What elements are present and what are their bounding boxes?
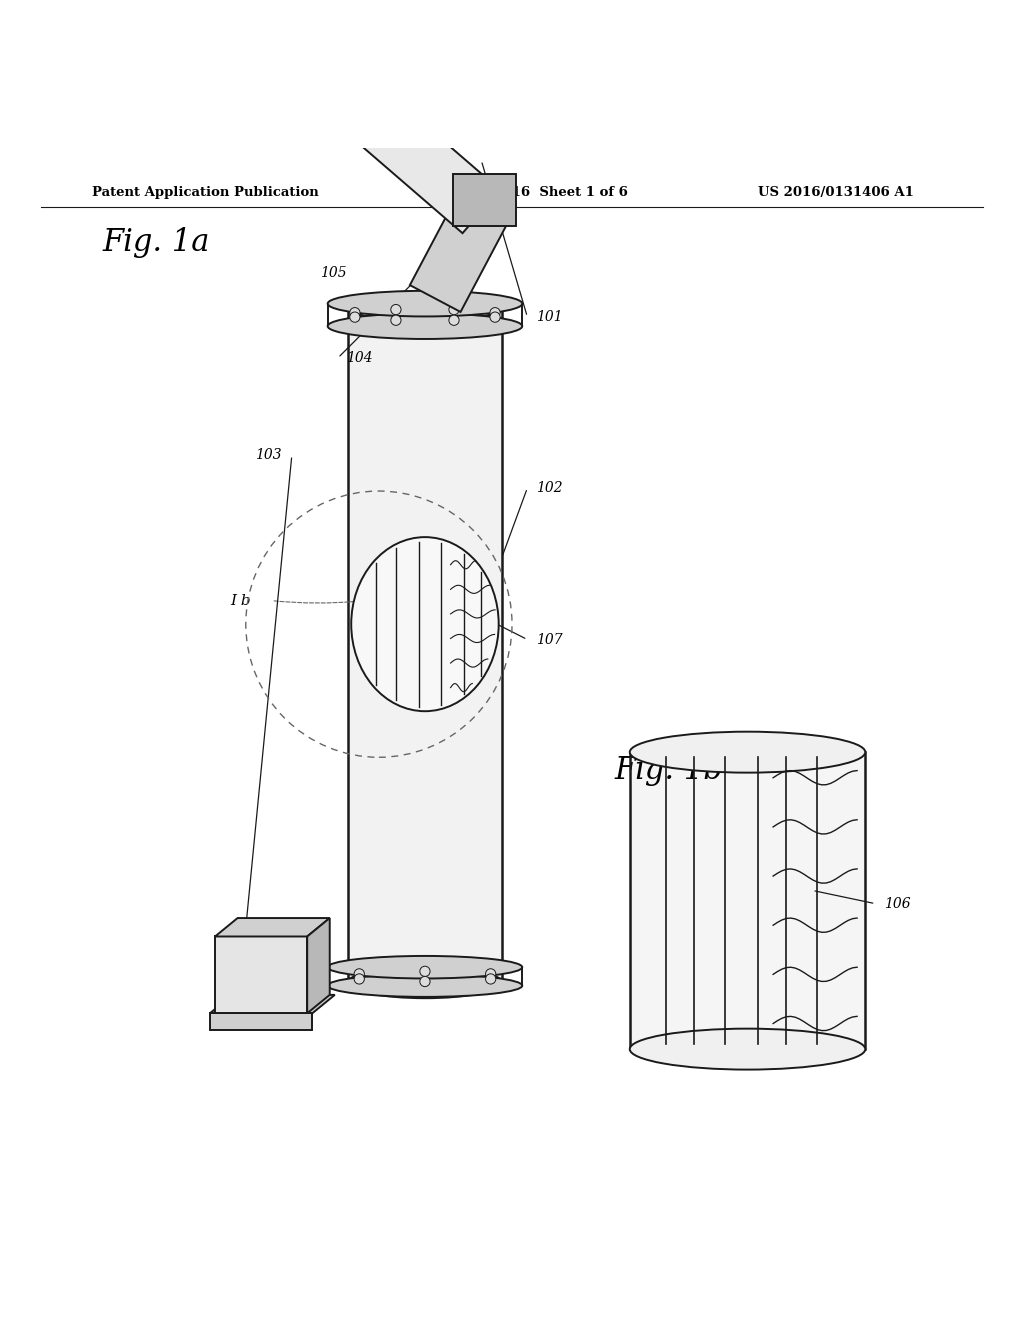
Circle shape — [485, 974, 496, 985]
Text: May 12, 2016  Sheet 1 of 6: May 12, 2016 Sheet 1 of 6 — [430, 186, 628, 198]
Bar — [210, 1014, 312, 1030]
Ellipse shape — [630, 731, 865, 772]
Text: 101: 101 — [536, 310, 562, 323]
Text: 105: 105 — [321, 265, 347, 280]
Circle shape — [485, 969, 496, 979]
Polygon shape — [350, 92, 500, 234]
Ellipse shape — [328, 290, 522, 317]
Text: I b: I b — [230, 594, 251, 607]
Text: 104: 104 — [346, 351, 373, 364]
Bar — [453, 174, 516, 226]
Ellipse shape — [328, 974, 522, 997]
Circle shape — [350, 308, 360, 318]
Circle shape — [489, 308, 500, 318]
Circle shape — [420, 977, 430, 986]
Text: 103: 103 — [255, 449, 282, 462]
Polygon shape — [210, 995, 335, 1014]
Ellipse shape — [328, 313, 522, 339]
Circle shape — [391, 315, 401, 325]
Ellipse shape — [348, 968, 502, 998]
Bar — [630, 752, 865, 1049]
Polygon shape — [410, 198, 507, 312]
Circle shape — [391, 305, 401, 314]
Ellipse shape — [328, 956, 522, 978]
Text: US 2016/0131406 A1: US 2016/0131406 A1 — [758, 186, 913, 198]
Circle shape — [354, 969, 365, 979]
Circle shape — [449, 315, 459, 325]
Bar — [348, 306, 502, 982]
Ellipse shape — [348, 292, 502, 322]
Polygon shape — [391, 78, 410, 115]
Text: 106: 106 — [884, 896, 910, 911]
Circle shape — [489, 312, 500, 322]
Polygon shape — [307, 917, 330, 1014]
Text: Patent Application Publication: Patent Application Publication — [92, 186, 318, 198]
Ellipse shape — [630, 1028, 865, 1069]
Polygon shape — [326, 78, 410, 115]
Circle shape — [350, 312, 360, 322]
Ellipse shape — [340, 106, 397, 123]
Text: 102: 102 — [536, 480, 562, 495]
Circle shape — [420, 966, 430, 977]
Circle shape — [449, 305, 459, 314]
Polygon shape — [215, 917, 330, 936]
Text: Fig. 1b: Fig. 1b — [614, 755, 723, 787]
Ellipse shape — [351, 537, 499, 711]
Bar — [215, 936, 307, 1014]
Text: 107: 107 — [536, 632, 562, 647]
Text: Fig. 1a: Fig. 1a — [102, 227, 210, 257]
Circle shape — [354, 974, 365, 985]
